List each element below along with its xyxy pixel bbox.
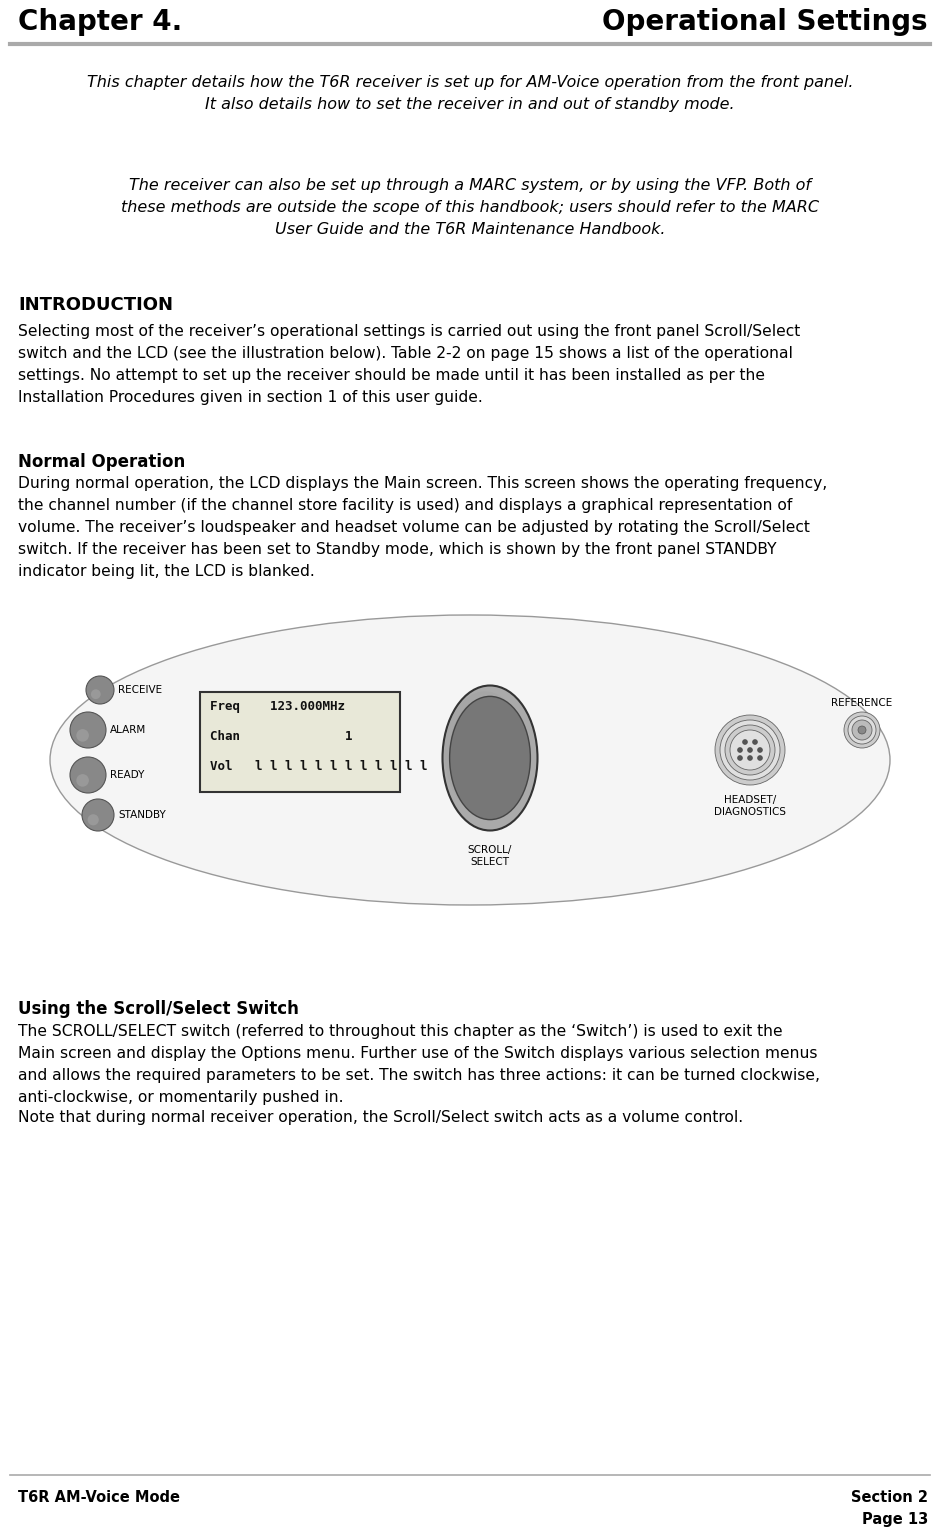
Ellipse shape [449, 698, 522, 809]
Ellipse shape [443, 686, 538, 831]
Circle shape [753, 740, 758, 744]
Circle shape [738, 755, 743, 760]
Ellipse shape [458, 712, 515, 798]
Circle shape [858, 726, 866, 734]
Text: HEADSET/
DIAGNOSTICS: HEADSET/ DIAGNOSTICS [714, 795, 786, 817]
Circle shape [76, 774, 89, 787]
Text: Selecting most of the receiver’s operational settings is carried out using the f: Selecting most of the receiver’s operati… [18, 325, 800, 404]
Text: Chapter 4.: Chapter 4. [18, 8, 182, 35]
Ellipse shape [472, 732, 504, 781]
Circle shape [852, 720, 872, 740]
Circle shape [747, 755, 753, 760]
Circle shape [844, 712, 880, 747]
Circle shape [715, 715, 785, 784]
Text: STANDBY: STANDBY [118, 811, 165, 820]
Text: Operational Settings: Operational Settings [603, 8, 928, 35]
Circle shape [87, 814, 99, 826]
Text: REFERENCE: REFERENCE [831, 698, 893, 707]
Circle shape [70, 757, 106, 794]
Ellipse shape [467, 724, 508, 786]
Circle shape [91, 689, 101, 700]
Ellipse shape [449, 697, 530, 820]
Text: Page 13: Page 13 [862, 1512, 928, 1527]
Circle shape [82, 800, 114, 831]
Circle shape [738, 747, 743, 752]
Text: INTRODUCTION: INTRODUCTION [18, 295, 173, 314]
Circle shape [70, 712, 106, 747]
Text: READY: READY [110, 771, 145, 780]
Ellipse shape [462, 718, 511, 792]
Ellipse shape [50, 615, 890, 904]
Text: Normal Operation: Normal Operation [18, 454, 185, 471]
Text: Section 2: Section 2 [851, 1490, 928, 1506]
Text: This chapter details how the T6R receiver is set up for AM-Voice operation from : This chapter details how the T6R receive… [86, 75, 854, 112]
Text: Note that during normal receiver operation, the Scroll/Select switch acts as a v: Note that during normal receiver operati… [18, 1110, 744, 1124]
Text: Chan              1: Chan 1 [210, 731, 352, 743]
Text: The SCROLL/SELECT switch (referred to throughout this chapter as the ‘Switch’) i: The SCROLL/SELECT switch (referred to th… [18, 1024, 820, 1104]
Text: The receiver can also be set up through a MARC system, or by using the VFP. Both: The receiver can also be set up through … [121, 178, 819, 237]
Text: RECEIVE: RECEIVE [118, 684, 162, 695]
Circle shape [848, 717, 876, 744]
Ellipse shape [454, 704, 518, 803]
Circle shape [720, 720, 780, 780]
Circle shape [76, 729, 89, 741]
Text: Freq    123.000MHz: Freq 123.000MHz [210, 700, 345, 714]
Text: Using the Scroll/Select Switch: Using the Scroll/Select Switch [18, 1000, 299, 1018]
FancyBboxPatch shape [200, 692, 400, 792]
Ellipse shape [445, 692, 525, 815]
Circle shape [758, 747, 762, 752]
Circle shape [758, 755, 762, 760]
Text: ALARM: ALARM [110, 724, 147, 735]
Circle shape [743, 740, 747, 744]
Circle shape [86, 677, 114, 704]
Text: T6R AM-Voice Mode: T6R AM-Voice Mode [18, 1490, 180, 1506]
Circle shape [747, 747, 753, 752]
Text: SCROLL/
SELECT: SCROLL/ SELECT [468, 844, 512, 866]
Ellipse shape [477, 738, 501, 775]
Text: Vol   l l l l l l l l l l l l: Vol l l l l l l l l l l l l [210, 760, 428, 774]
Circle shape [730, 731, 770, 771]
Circle shape [725, 724, 775, 775]
Text: During normal operation, the LCD displays the Main screen. This screen shows the: During normal operation, the LCD display… [18, 475, 827, 578]
